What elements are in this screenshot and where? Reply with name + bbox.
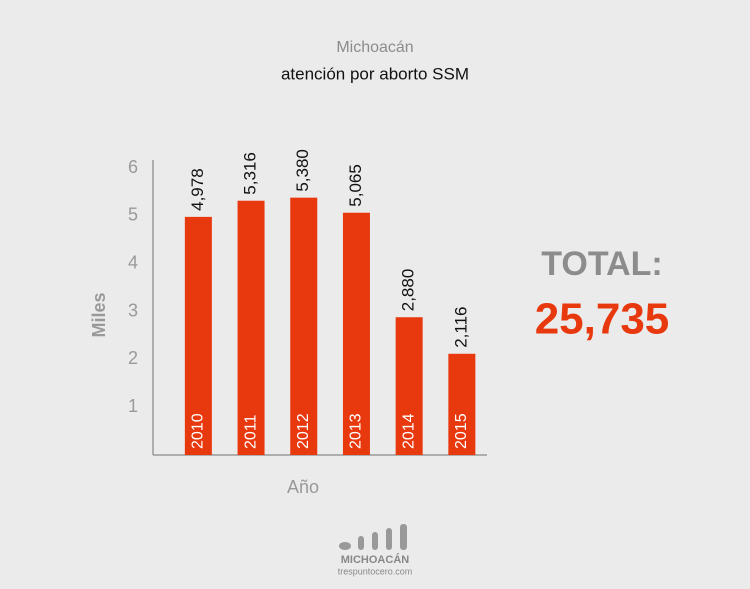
logo-figure (386, 528, 392, 550)
value-label: 5,065 (346, 164, 365, 207)
logo (339, 524, 407, 550)
y-tick-label: 5 (128, 205, 138, 225)
bar (237, 200, 265, 455)
value-label: 4,978 (188, 168, 207, 211)
value-label: 2,880 (399, 269, 418, 312)
bar (290, 197, 318, 455)
bar (184, 216, 212, 455)
chart-title: Michoacán (336, 39, 413, 56)
x-tick-label: 2015 (453, 413, 470, 449)
y-tick-label: 4 (128, 252, 138, 272)
y-tick-label: 2 (128, 348, 138, 368)
bar (395, 317, 423, 455)
bar (448, 353, 476, 455)
x-tick-label: 2013 (348, 413, 365, 449)
total-label: TOTAL: (541, 245, 663, 283)
footer-brand: MICHOACÁN (341, 553, 409, 566)
x-axis-label: Año (287, 477, 319, 497)
y-tick-label: 6 (128, 157, 138, 177)
value-label: 5,316 (241, 152, 260, 195)
y-tick-label: 3 (128, 300, 138, 320)
x-tick-label: 2014 (400, 413, 417, 449)
logo-figure (339, 542, 351, 550)
logo-figure (400, 524, 407, 550)
value-label: 5,380 (293, 149, 312, 192)
logo-figure (372, 532, 378, 550)
x-tick-label: 2010 (190, 413, 207, 449)
logo-figure (358, 536, 364, 550)
footer-site: trespuntocero.com (338, 566, 413, 576)
x-tick-label: 2012 (295, 413, 312, 449)
x-tick-label: 2011 (242, 414, 259, 449)
chart-subtitle: atención por aborto SSM (281, 64, 469, 83)
value-label: 2,116 (451, 307, 470, 348)
y-axis-label: Miles (89, 292, 109, 337)
total-value: 25,735 (535, 295, 670, 344)
bar (342, 212, 370, 455)
y-tick-label: 1 (128, 396, 138, 416)
